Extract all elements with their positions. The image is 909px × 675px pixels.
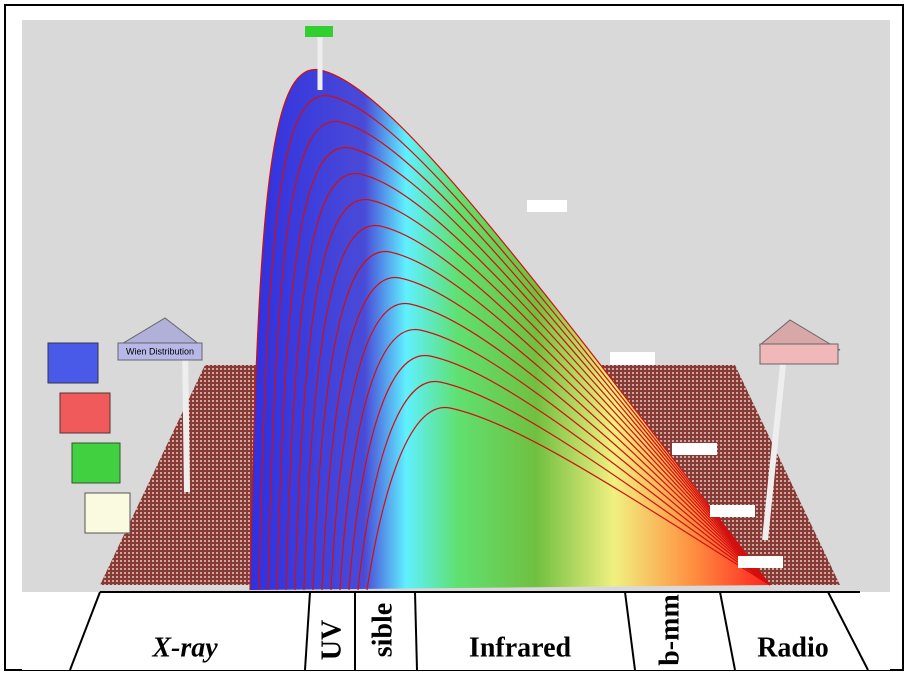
cube (85, 493, 130, 533)
band-label: sible (367, 603, 398, 657)
scene: Wien Distribution X-ray UV sible Infrare… (0, 0, 909, 675)
sign-board (760, 344, 838, 364)
screenshot: Wien Distribution X-ray UV sible Infrare… (0, 0, 909, 675)
sign-pole (185, 345, 187, 492)
band-label: Infrared (469, 632, 572, 663)
band-label: b-mm (654, 594, 685, 666)
tag (527, 200, 567, 212)
tag (710, 505, 755, 517)
cube (72, 443, 120, 483)
peak-marker (305, 26, 333, 37)
band-label: Radio (757, 632, 829, 663)
tag (738, 556, 783, 568)
tag (672, 443, 717, 455)
tag (610, 352, 655, 365)
band-label: UV (316, 620, 347, 660)
cube (60, 393, 110, 433)
cube (48, 343, 98, 383)
band-label: X-ray (151, 632, 218, 663)
sign-label: Wien Distribution (126, 346, 194, 356)
